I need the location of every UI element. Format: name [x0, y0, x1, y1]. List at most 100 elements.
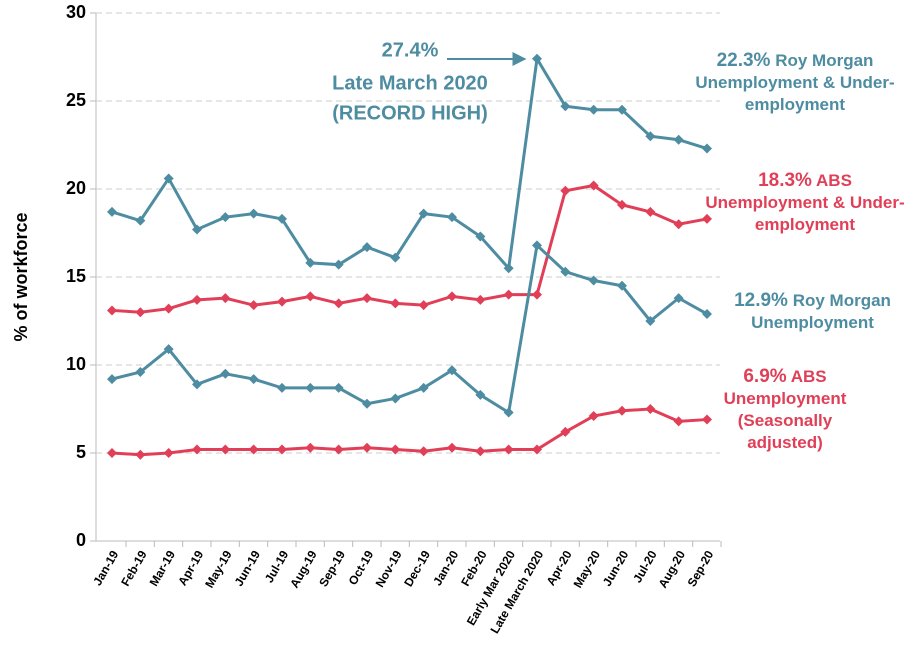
point-marker	[220, 368, 231, 379]
x-tick-label: Dec-19	[401, 548, 433, 589]
point-marker	[135, 367, 146, 378]
point-marker	[163, 344, 174, 355]
point-marker	[588, 275, 599, 286]
point-marker	[390, 252, 401, 263]
point-marker	[333, 259, 344, 270]
legend-entry: ABS Unemployment & Under-employment	[705, 171, 905, 234]
point-marker	[163, 303, 174, 314]
y-tick-label: 5	[76, 442, 86, 462]
y-tick-label: 25	[66, 90, 86, 110]
point-marker	[475, 231, 486, 242]
point-marker	[560, 101, 571, 112]
point-marker	[418, 300, 429, 311]
point-marker	[248, 300, 259, 311]
point-marker	[673, 134, 684, 145]
value-label: 18.3%	[758, 170, 812, 191]
x-tick-label: May-19	[202, 548, 235, 591]
x-tick-label: Jun-20	[600, 548, 632, 589]
point-marker	[362, 398, 372, 409]
point-marker	[277, 382, 287, 393]
point-marker	[702, 143, 712, 154]
y-tick-label: 30	[66, 2, 86, 22]
x-tick-label: Jul-20	[630, 548, 660, 585]
point-marker	[333, 298, 344, 309]
point-marker	[277, 444, 287, 455]
point-marker	[702, 213, 712, 224]
point-marker	[447, 365, 457, 376]
point-marker	[617, 280, 627, 291]
point-marker	[645, 404, 656, 414]
point-marker	[702, 308, 712, 319]
x-tick-label: Feb-19	[118, 548, 150, 589]
legend-entry: ABS Unemployment (Seasonally adjusted)	[723, 367, 847, 452]
point-marker	[362, 442, 372, 453]
point-marker	[135, 449, 146, 460]
point-marker	[617, 405, 627, 416]
point-marker	[107, 448, 117, 458]
x-tick-label: Nov-19	[373, 548, 405, 590]
y-tick-label: 20	[66, 178, 86, 198]
point-marker	[277, 296, 287, 307]
x-tick-label: Sep-19	[316, 548, 348, 589]
point-marker	[333, 382, 344, 393]
point-marker	[163, 448, 174, 458]
x-tick-label: Apr-20	[544, 548, 575, 588]
series-label: 6.9% ABS Unemployment (Seasonally adjust…	[700, 366, 870, 454]
point-marker	[362, 242, 372, 253]
legend-entry: Roy Morgan Unemployment & Under-employme…	[695, 51, 895, 114]
point-marker	[475, 446, 486, 457]
point-marker	[503, 263, 514, 274]
point-marker	[588, 180, 599, 191]
point-marker	[532, 240, 542, 251]
point-marker	[503, 407, 514, 418]
y-tick-label: 10	[66, 354, 86, 374]
x-tick-label: Mar-19	[147, 548, 179, 589]
point-marker	[333, 444, 344, 455]
point-marker	[248, 374, 259, 385]
point-marker	[305, 442, 316, 453]
point-marker	[702, 414, 712, 425]
x-tick-label: May-20	[571, 548, 604, 591]
point-marker	[305, 382, 316, 393]
x-tick-label: Aug-19	[287, 548, 320, 591]
point-marker	[560, 185, 571, 196]
point-marker	[107, 374, 117, 385]
point-marker	[645, 131, 656, 142]
series-label: 18.3% ABS Unemployment & Under-employmen…	[705, 170, 905, 236]
point-marker	[418, 446, 429, 457]
legend-entry: Roy Morgan Unemployment	[751, 291, 891, 332]
point-marker	[532, 444, 542, 455]
point-marker	[248, 208, 259, 219]
point-marker	[447, 212, 457, 223]
point-marker	[503, 289, 514, 300]
value-label: 27.4%	[382, 39, 439, 61]
point-marker	[305, 257, 316, 268]
point-marker	[673, 293, 684, 304]
point-marker	[418, 208, 429, 219]
y-tick-label: 0	[76, 530, 86, 550]
point-marker	[645, 206, 656, 217]
series-label: 12.9% Roy Morgan Unemployment	[715, 290, 910, 334]
x-tick-label: Jul-19	[262, 548, 292, 585]
point-marker	[418, 382, 429, 393]
series-line	[111, 407, 708, 457]
point-marker	[560, 266, 571, 277]
point-marker	[617, 199, 627, 210]
value-label: 12.9%	[734, 290, 788, 311]
point-marker	[475, 294, 486, 305]
point-marker	[135, 215, 146, 226]
point-marker	[192, 379, 202, 390]
point-marker	[362, 293, 372, 304]
point-marker	[107, 206, 117, 217]
point-marker	[390, 393, 401, 404]
point-marker	[673, 219, 684, 230]
point-marker	[588, 104, 599, 115]
x-tick-label: Jan-20	[430, 548, 461, 588]
point-marker	[645, 316, 656, 326]
point-marker	[617, 104, 627, 115]
x-tick-label: Jun-19	[232, 548, 264, 589]
x-tick-label: Sep-20	[685, 548, 717, 589]
point-marker	[447, 442, 457, 453]
point-marker	[192, 444, 202, 455]
